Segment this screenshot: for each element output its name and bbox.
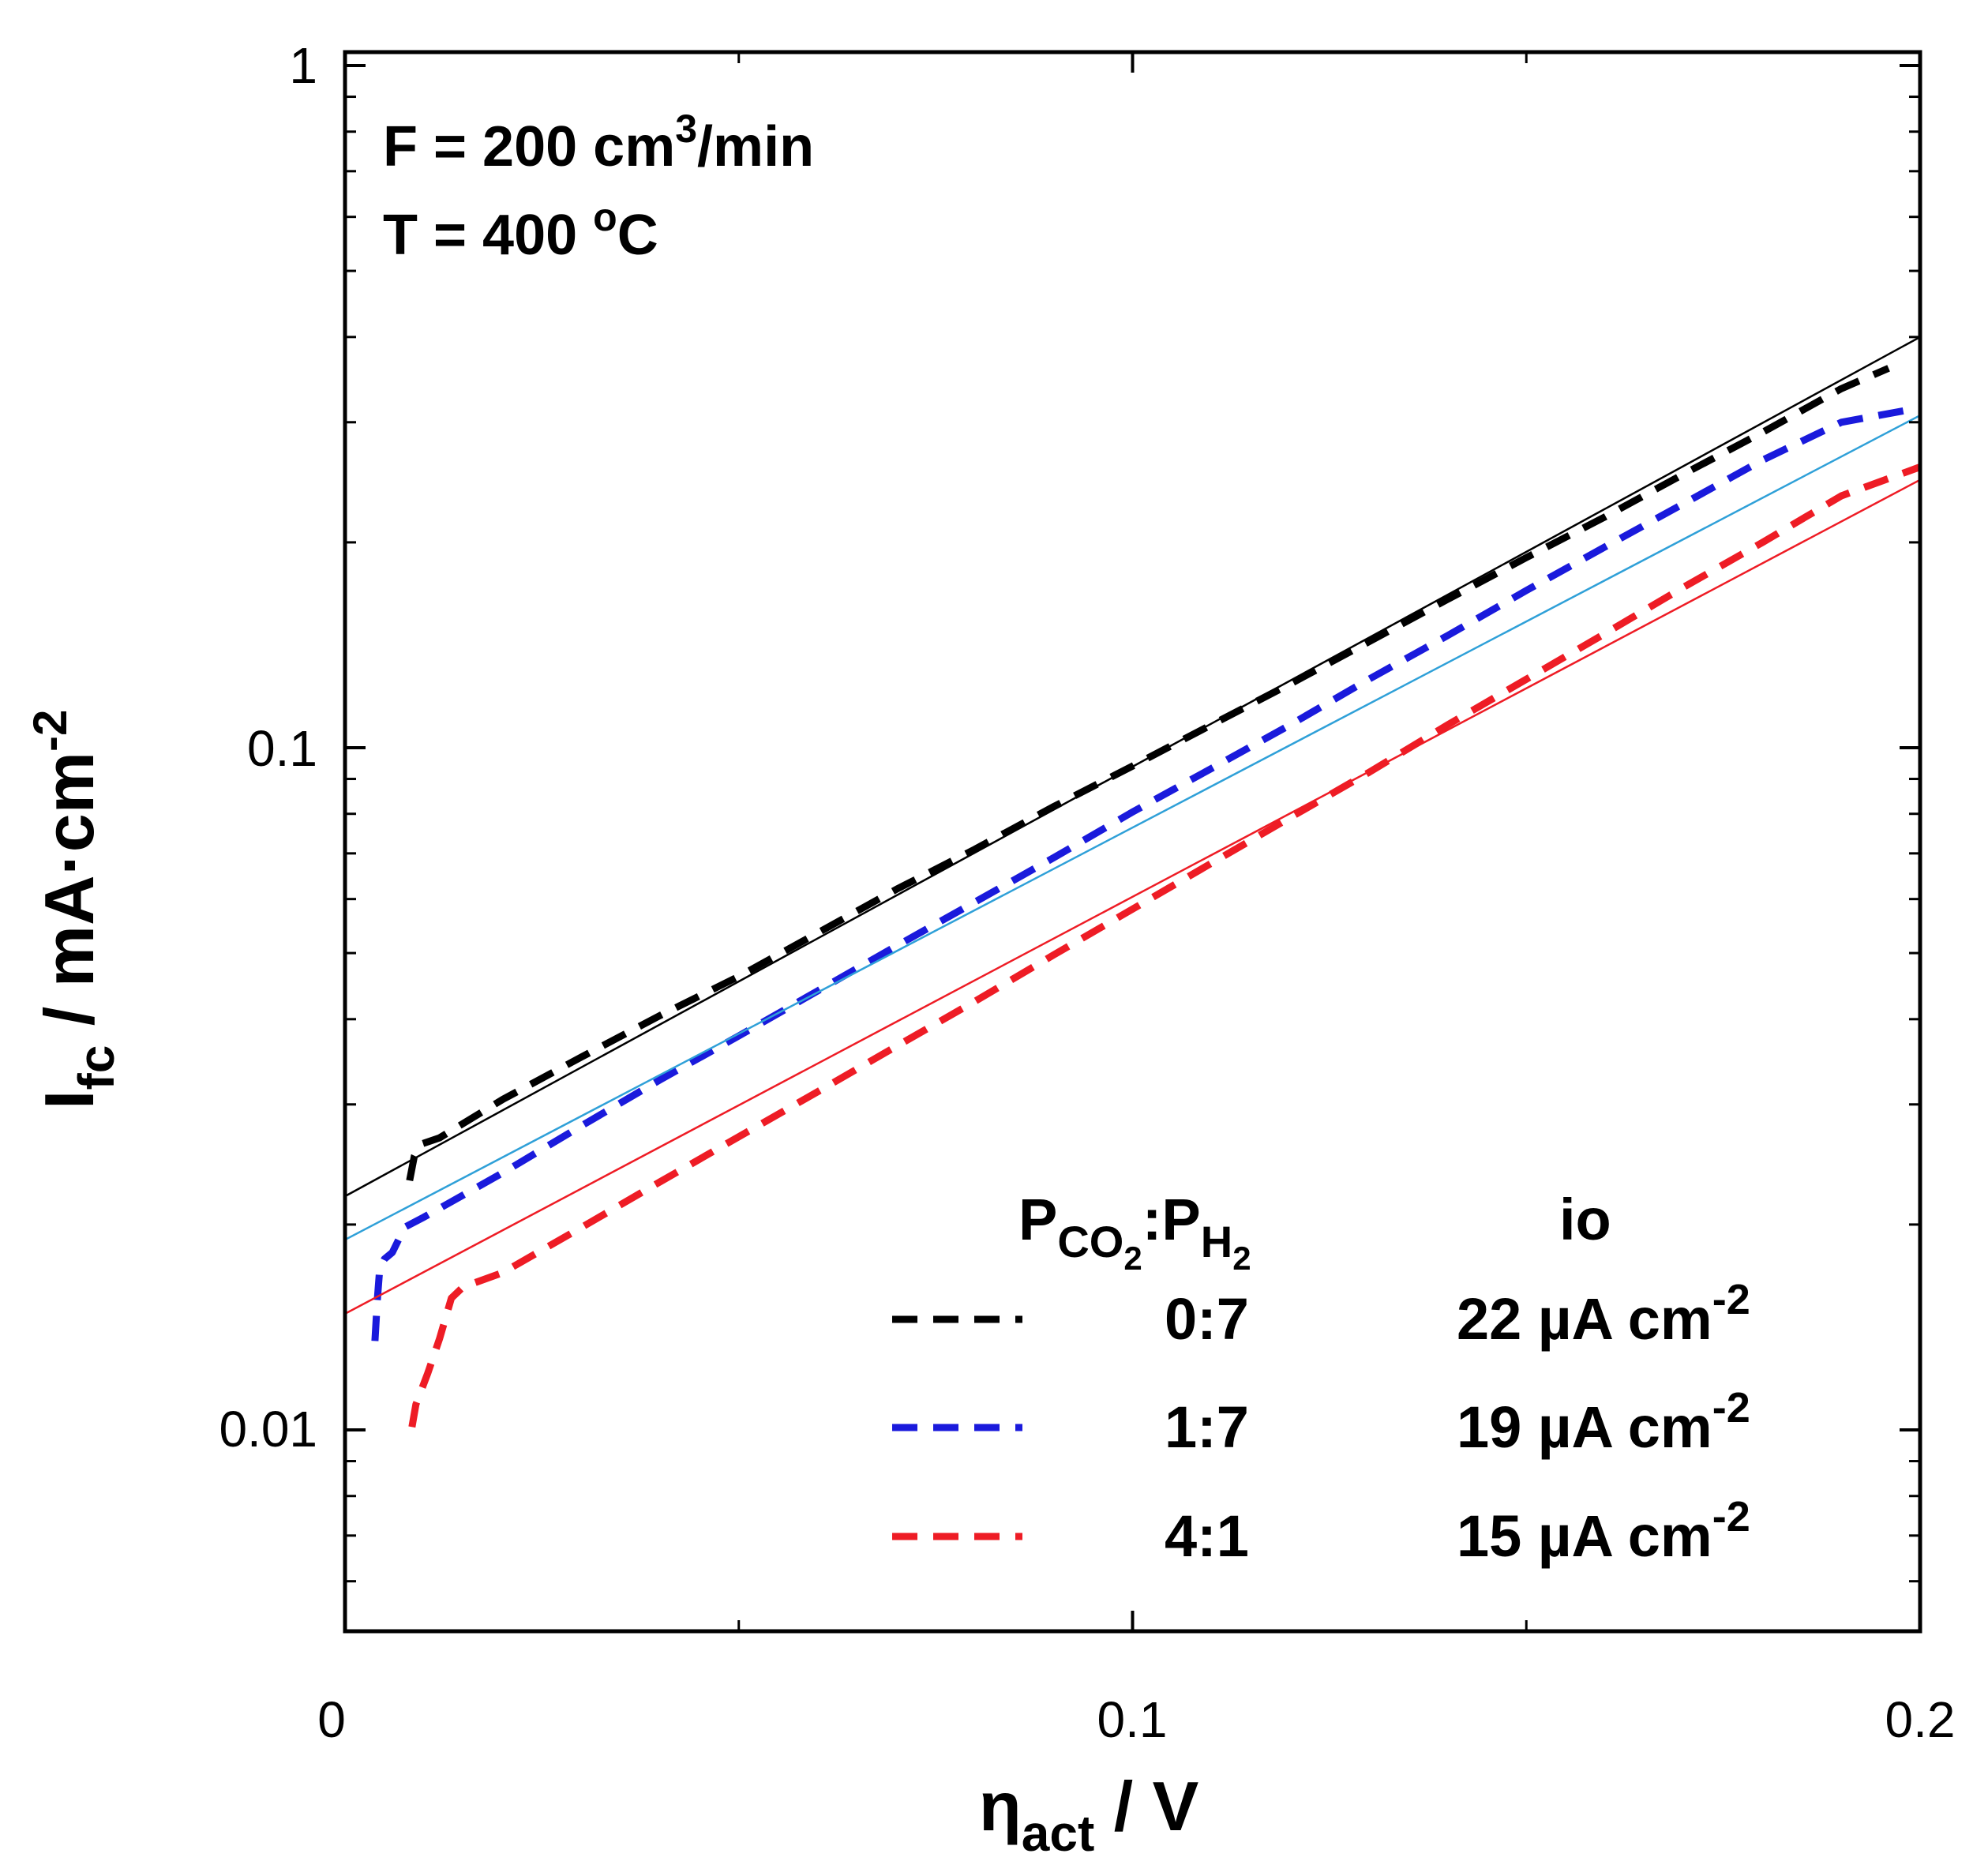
legend: PCO2:PH2 io 0:7 22 µA cm-2 1:7 19 µA cm-… (892, 1187, 1750, 1569)
fit-line-0-7-fit (345, 336, 1920, 1198)
x-tick-label-2: 0.2 (1885, 1691, 1956, 1748)
legend-header-p1-sub2: 2 (1123, 1240, 1142, 1277)
series-line-1-7 (371, 404, 1920, 1341)
annotation-temp-prefix: T = 400 (383, 204, 593, 267)
series-line-0-7 (406, 365, 1890, 1182)
annotation-temp-sup: o (593, 195, 617, 239)
x-axis-title-main: η (979, 1767, 1022, 1845)
legend-io-2-sup: -2 (1712, 1493, 1750, 1540)
legend-io-1: 19 µA cm-2 (1457, 1384, 1750, 1460)
annotation-temp: T = 400 oC (383, 195, 658, 267)
fit-line-4-1-fit (345, 478, 1920, 1315)
legend-ratio-1: 1:7 (1165, 1394, 1249, 1460)
legend-header-p2-sub2: 2 (1232, 1240, 1251, 1277)
y-axis-title-sub: fc (68, 1045, 125, 1090)
x-tick-label-0: 0 (317, 1691, 346, 1748)
x-axis-title: ηact / V (979, 1767, 1199, 1862)
series-line-4-1 (408, 463, 1920, 1428)
legend-io-2-text: 15 µA cm (1457, 1503, 1712, 1569)
legend-ratio-2: 4:1 (1165, 1503, 1249, 1569)
legend-io-1-sup: -2 (1712, 1384, 1750, 1431)
legend-header-ratio: PCO2:PH2 (1018, 1187, 1251, 1277)
y-axis-title: Ifc / mA·cm-2 (24, 710, 125, 1109)
y-axis-title-rest: / mA·cm (30, 752, 108, 1045)
legend-ratio-0: 0:7 (1165, 1286, 1249, 1352)
tick-layer (343, 52, 1922, 1631)
y-tick-label-2: 1 (289, 37, 317, 94)
y-axis-title-main: I (30, 1090, 108, 1109)
legend-header-io: io (1559, 1187, 1611, 1252)
y-tick-labels: 0.01 0.1 1 (219, 37, 317, 1458)
legend-header-p1: P (1018, 1187, 1057, 1252)
legend-header-p2: P (1161, 1187, 1200, 1252)
annotation-flow-suffix: /min (697, 115, 814, 178)
y-tick-label-1: 0.1 (247, 720, 317, 777)
legend-io-1-text: 19 µA cm (1457, 1394, 1712, 1460)
legend-io-0-text: 22 µA cm (1457, 1286, 1712, 1352)
x-axis-title-rest: / V (1094, 1767, 1198, 1845)
x-tick-label-1: 0.1 (1097, 1691, 1168, 1748)
y-axis-title-sup: -2 (24, 710, 77, 752)
x-tick-labels: 0 0.1 0.2 (317, 1691, 1955, 1748)
legend-io-2: 15 µA cm-2 (1457, 1493, 1750, 1569)
legend-header-p1-sub: CO (1057, 1217, 1123, 1266)
legend-io-0: 22 µA cm-2 (1457, 1276, 1750, 1352)
legend-io-0-sup: -2 (1712, 1276, 1750, 1323)
series-layer (345, 336, 1920, 1428)
annotation-flow-prefix: F = 200 cm (383, 115, 675, 178)
annotation-flow-sup: 3 (675, 107, 697, 151)
legend-header-p2-sub: H (1201, 1217, 1232, 1266)
x-axis-title-sub: act (1022, 1805, 1095, 1862)
legend-header-sep: : (1142, 1187, 1162, 1252)
fit-line-1-7-fit (345, 414, 1920, 1241)
y-tick-label-0: 0.01 (219, 1401, 317, 1458)
annotation-temp-suffix: C (617, 204, 658, 267)
annotation-flow: F = 200 cm3/min (383, 107, 814, 178)
